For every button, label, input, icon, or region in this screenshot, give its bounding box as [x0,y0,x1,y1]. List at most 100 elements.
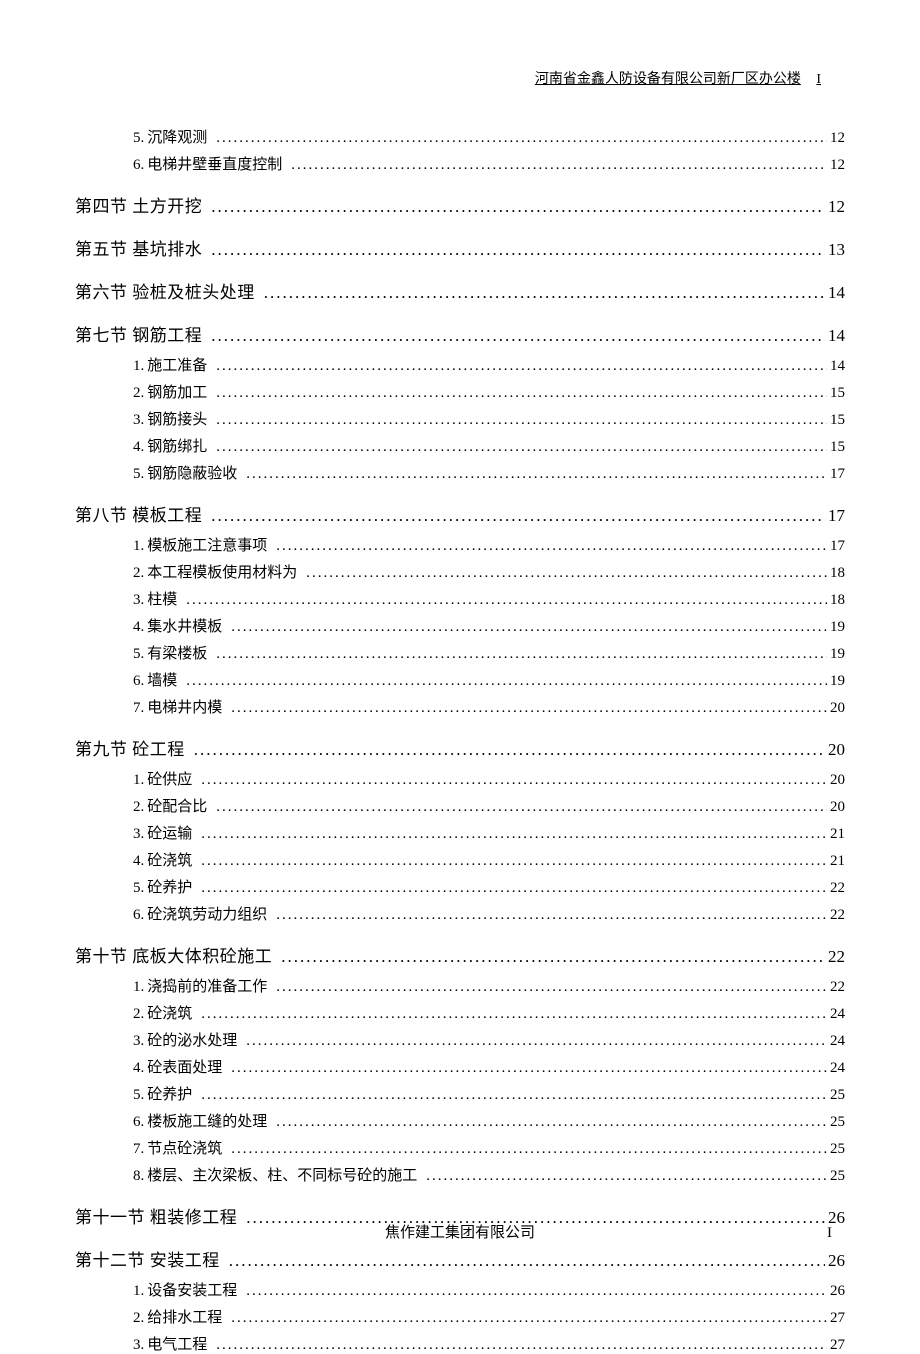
toc-leader-dots: ........................................… [246,466,827,483]
toc-item-number: 1. [133,979,144,996]
toc-leader-dots: ........................................… [216,412,827,429]
toc-item-row: 3.柱模....................................… [75,588,845,609]
toc-item-row: 7.节点砼浇筑.................................… [75,1137,845,1158]
toc-item-number: 6. [133,907,144,924]
toc-label: 钢筋加工 [147,381,207,402]
toc-page-number: 25 [830,1114,845,1131]
toc-item-number: 3. [133,1033,144,1050]
toc-label: 砼运输 [147,822,192,843]
toc-label: 施工准备 [147,354,207,375]
toc-item-number: 4. [133,439,144,456]
toc-item-number: 4. [133,1060,144,1077]
toc-leader-dots: ........................................… [211,506,825,526]
toc-item-row: 6.砼浇筑劳动力组织..............................… [75,903,845,924]
toc-label: 第五节 基坑排水 [75,235,202,260]
toc-item-number: 2. [133,1310,144,1327]
toc-leader-dots: ........................................… [246,1033,827,1050]
toc-page-number: 19 [830,673,845,690]
toc-item-row: 3.电气工程..................................… [75,1333,845,1354]
toc-label: 第十节 底板大体积砼施工 [75,942,272,967]
toc-leader-dots: ........................................… [186,673,827,690]
toc-leader-dots: ........................................… [231,1310,827,1327]
toc-label: 第四节 土方开挖 [75,192,202,217]
page-header: 河南省金鑫人防设备有限公司新厂区办公楼 I [75,68,845,88]
toc-leader-dots: ........................................… [306,565,827,582]
toc-item-number: 2. [133,799,144,816]
toc-leader-dots: ........................................… [201,826,827,843]
toc-item-row: 3.钢筋接头..................................… [75,408,845,429]
toc-page-number: 26 [830,1283,845,1300]
toc-page-number: 25 [830,1141,845,1158]
toc-item-number: 7. [133,700,144,717]
toc-leader-dots: ........................................… [201,772,827,789]
toc-item-row: 5.钢筋隐蔽验收................................… [75,462,845,483]
toc-item-number: 4. [133,853,144,870]
toc-page-number: 20 [830,772,845,789]
toc-leader-dots: ........................................… [216,130,827,147]
toc-leader-dots: ........................................… [264,283,825,303]
toc-item-number: 5. [133,646,144,663]
toc-item-number: 1. [133,358,144,375]
toc-item-row: 6.电梯井壁垂直度控制.............................… [75,153,845,174]
toc-page-number: 21 [830,826,845,843]
toc-section-row: 第五节 基坑排水................................… [75,235,845,260]
toc-page-number: 15 [830,385,845,402]
toc-label: 柱模 [147,588,177,609]
toc-page-number: 20 [830,799,845,816]
toc-label: 砼养护 [147,1083,192,1104]
toc-leader-dots: ........................................… [231,1141,827,1158]
toc-leader-dots: ........................................… [211,197,825,217]
toc-item-number: 2. [133,565,144,582]
table-of-contents: 5.沉降观测..................................… [75,126,845,1354]
toc-item-row: 5.沉降观测..................................… [75,126,845,147]
toc-label: 模板施工注意事项 [147,534,267,555]
toc-page-number: 22 [830,907,845,924]
toc-item-row: 1.浇捣前的准备工作..............................… [75,975,845,996]
toc-leader-dots: ........................................… [216,1337,827,1354]
toc-item-number: 1. [133,538,144,555]
toc-label: 砼养护 [147,876,192,897]
footer-company: 焦作建工集团有限公司 [385,1225,535,1241]
toc-label: 有梁楼板 [147,642,207,663]
toc-page-number: 15 [830,439,845,456]
page-footer: 焦作建工集团有限公司 [0,1221,920,1242]
toc-leader-dots: ........................................… [281,947,825,967]
toc-leader-dots: ........................................… [291,157,827,174]
toc-label: 砼浇筑劳动力组织 [147,903,267,924]
toc-item-row: 5.砼养护...................................… [75,1083,845,1104]
toc-page-number: 12 [828,197,845,217]
toc-item-number: 6. [133,157,144,174]
toc-leader-dots: ........................................… [216,439,827,456]
toc-item-number: 2. [133,385,144,402]
toc-section-row: 第八节 模板工程................................… [75,501,845,526]
toc-item-row: 5.砼养护...................................… [75,876,845,897]
toc-page-number: 19 [830,646,845,663]
toc-section-row: 第七节 钢筋工程................................… [75,321,845,346]
toc-label: 本工程模板使用材料为 [147,561,297,582]
toc-label: 砼浇筑 [147,1002,192,1023]
toc-label: 设备安装工程 [147,1279,237,1300]
toc-leader-dots: ........................................… [276,979,827,996]
toc-item-number: 5. [133,466,144,483]
header-title: 河南省金鑫人防设备有限公司新厂区办公楼 [535,72,801,87]
toc-page-number: 17 [828,506,845,526]
toc-leader-dots: ........................................… [216,385,827,402]
toc-label: 第九节 砼工程 [75,735,185,760]
toc-page-number: 24 [830,1033,845,1050]
toc-item-row: 1.施工准备..................................… [75,354,845,375]
toc-page-number: 22 [830,979,845,996]
toc-leader-dots: ........................................… [276,1114,827,1131]
toc-page-number: 15 [830,412,845,429]
toc-label: 电梯井壁垂直度控制 [147,153,282,174]
toc-page-number: 27 [830,1310,845,1327]
toc-leader-dots: ........................................… [201,853,827,870]
toc-label: 钢筋接头 [147,408,207,429]
toc-page-number: 22 [830,880,845,897]
header-page-no: I [816,72,821,87]
toc-page-number: 12 [830,157,845,174]
toc-label: 墙模 [147,669,177,690]
toc-item-number: 8. [133,1168,144,1185]
toc-item-row: 2.本工程模板使用材料为............................… [75,561,845,582]
toc-item-number: 3. [133,592,144,609]
toc-label: 砼浇筑 [147,849,192,870]
